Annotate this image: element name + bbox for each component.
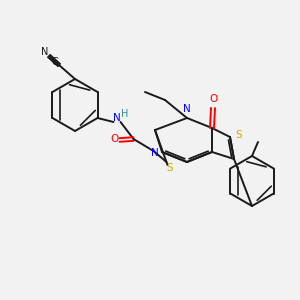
Text: H: H <box>121 109 128 119</box>
Text: O: O <box>110 134 118 144</box>
Text: N: N <box>151 148 159 158</box>
Text: S: S <box>166 163 173 173</box>
Text: O: O <box>209 94 217 104</box>
Text: N: N <box>112 113 120 123</box>
Text: S: S <box>236 130 242 140</box>
Text: N: N <box>41 47 49 57</box>
Text: N: N <box>183 104 191 114</box>
Text: C: C <box>52 57 58 67</box>
